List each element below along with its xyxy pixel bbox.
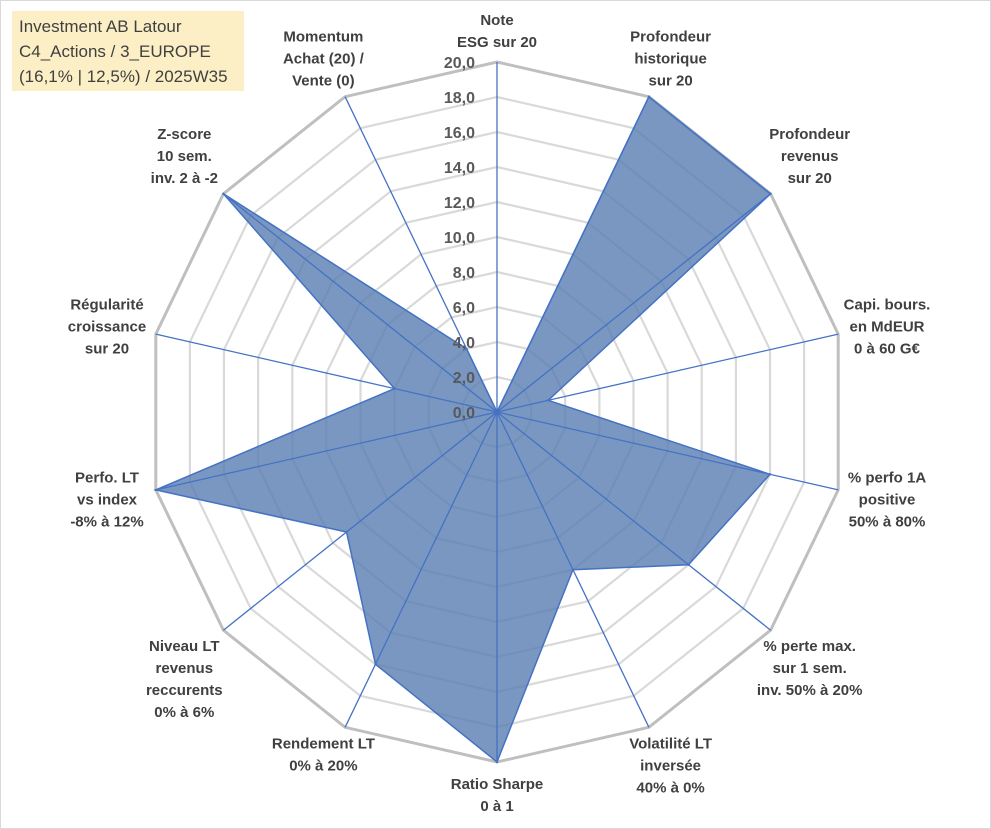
axis-label-line: Volatilité LT: [629, 735, 712, 752]
data-point-1: [495, 410, 499, 414]
axis-label-line: Ratio Sharpe: [451, 776, 544, 793]
data-point-11: [154, 488, 157, 492]
axis-spoke-13: [222, 193, 498, 413]
axis-label-3: Profondeur revenus sur 20: [769, 126, 850, 187]
data-point-5: [768, 473, 772, 476]
axis-spoke-4: [496, 333, 839, 413]
data-point-2: [647, 95, 651, 98]
axis-label-line: 10 sem.: [157, 148, 212, 165]
axis-label-line: Régularité: [70, 297, 143, 314]
axis-label-4: Capi. bours. en MdEUR 0 à 60 G€: [844, 297, 931, 358]
axis-label-line: en MdEUR: [850, 319, 925, 336]
axis-label-13: Z-score 10 sem. inv. 2 à -2: [151, 126, 218, 187]
axis-label-line: ESG sur 20: [457, 34, 537, 51]
axis-label-7: Volatilité LT inversée 40% à 0%: [629, 735, 712, 796]
tick-label-8: 16,0: [444, 125, 475, 142]
axis-label-line: % perfo 1A: [848, 469, 927, 486]
tick-label-1: 2,0: [453, 370, 475, 387]
axis-label-9: Rendement LT 0% à 20%: [272, 735, 375, 774]
axis-label-line: 0 à 1: [480, 798, 513, 815]
data-point-12: [393, 387, 396, 390]
axis-label-line: sur 20: [85, 341, 129, 358]
tick-label-9: 18,0: [444, 90, 475, 107]
axis-label-line: inv. 2 à -2: [151, 170, 218, 187]
data-point-13: [222, 192, 225, 195]
axis-label-8: Ratio Sharpe 0 à 1: [451, 776, 544, 815]
axis-label-line: revenus: [781, 148, 839, 165]
axis-label-line: Rendement LT: [272, 735, 375, 752]
axis-label-line: sur 20: [788, 170, 832, 187]
axis-label-line: sur 20: [648, 73, 692, 90]
axis-label-line: inv. 50% à 20%: [757, 682, 863, 699]
axis-spoke-12: [155, 333, 498, 413]
axis-spoke-11: [155, 411, 498, 491]
data-point-10: [345, 530, 348, 534]
axis-label-1: Note ESG sur 20: [457, 12, 537, 51]
data-point-14: [465, 347, 468, 351]
axis-label-line: sur 1 sem.: [773, 660, 847, 677]
data-point-3: [769, 192, 772, 195]
axis-label-line: Z-score: [157, 126, 211, 143]
axis-label-line: vs index: [77, 491, 138, 508]
axis-label-line: Niveau LT: [149, 638, 220, 655]
axis-spoke-6: [496, 411, 772, 631]
axis-spoke-5: [496, 411, 839, 491]
axis-label-line: Vente (0): [292, 73, 355, 90]
axis-label-5: % perfo 1A positive 50% à 80%: [848, 469, 927, 530]
tick-label-10: 20,0: [444, 55, 475, 72]
axis-label-line: Momentum: [283, 29, 363, 46]
title-line-1: Investment AB Latour: [19, 17, 182, 36]
axis-label-line: historique: [634, 51, 707, 68]
axis-label-6: % perte max. sur 1 sem. inv. 50% à 20%: [757, 638, 863, 699]
tick-label-0: 0,0: [453, 405, 475, 422]
axis-label-line: % perte max.: [763, 638, 856, 655]
chart-title-box: Investment AB Latour C4_Actions / 3_EURO…: [12, 11, 244, 91]
axis-label-line: 0% à 6%: [154, 704, 214, 721]
axis-label-line: Capi. bours.: [844, 297, 931, 314]
axis-label-2: Profondeur historique sur 20: [630, 29, 711, 90]
axis-label-line: croissance: [68, 319, 146, 336]
axis-spoke-3: [496, 193, 772, 413]
axis-label-line: Achat (20) /: [283, 51, 365, 68]
tick-label-2: 4,0: [453, 335, 475, 352]
axis-label-line: 50% à 80%: [849, 513, 926, 530]
axis-label-line: 40% à 0%: [636, 779, 704, 796]
axis-label-line: reccurents: [146, 682, 223, 699]
axis-label-10: Niveau LT revenus reccurents 0% à 6%: [146, 638, 223, 721]
axis-label-11: Perfo. LT vs index -8% à 12%: [70, 469, 143, 530]
axis-label-14: Momentum Achat (20) / Vente (0): [283, 29, 365, 90]
axis-label-line: inversée: [640, 757, 701, 774]
title-line-2: C4_Actions / 3_EUROPE: [19, 42, 211, 61]
title-line-3: (16,1% | 12,5%) / 2025W35: [19, 67, 228, 86]
axis-label-line: revenus: [156, 660, 214, 677]
axis-spoke-2: [496, 96, 650, 413]
data-point-7: [571, 568, 575, 571]
tick-label-3: 6,0: [453, 300, 475, 317]
axis-label-line: -8% à 12%: [70, 513, 143, 530]
tick-label-7: 14,0: [444, 160, 475, 177]
tick-label-5: 10,0: [444, 230, 475, 247]
data-point-4: [547, 399, 550, 402]
axis-label-line: 0 à 60 G€: [854, 341, 921, 358]
axis-label-line: Perfo. LT: [75, 469, 139, 486]
data-point-9: [374, 663, 377, 666]
axis-label-line: 0% à 20%: [289, 757, 357, 774]
axis-spoke-10: [222, 411, 498, 631]
axis-spoke-14: [344, 96, 498, 413]
axis-label-line: Profondeur: [769, 126, 850, 143]
tick-label-4: 8,0: [453, 265, 475, 282]
data-point-8: [495, 760, 499, 764]
axis-label-12: Régularité croissance sur 20: [68, 297, 146, 358]
tick-label-6: 12,0: [444, 195, 475, 212]
axis-label-line: Profondeur: [630, 29, 711, 46]
axis-label-line: Note: [480, 12, 513, 29]
axis-label-line: positive: [859, 491, 916, 508]
axis-spoke-9: [344, 411, 498, 728]
data-point-6: [687, 563, 690, 566]
